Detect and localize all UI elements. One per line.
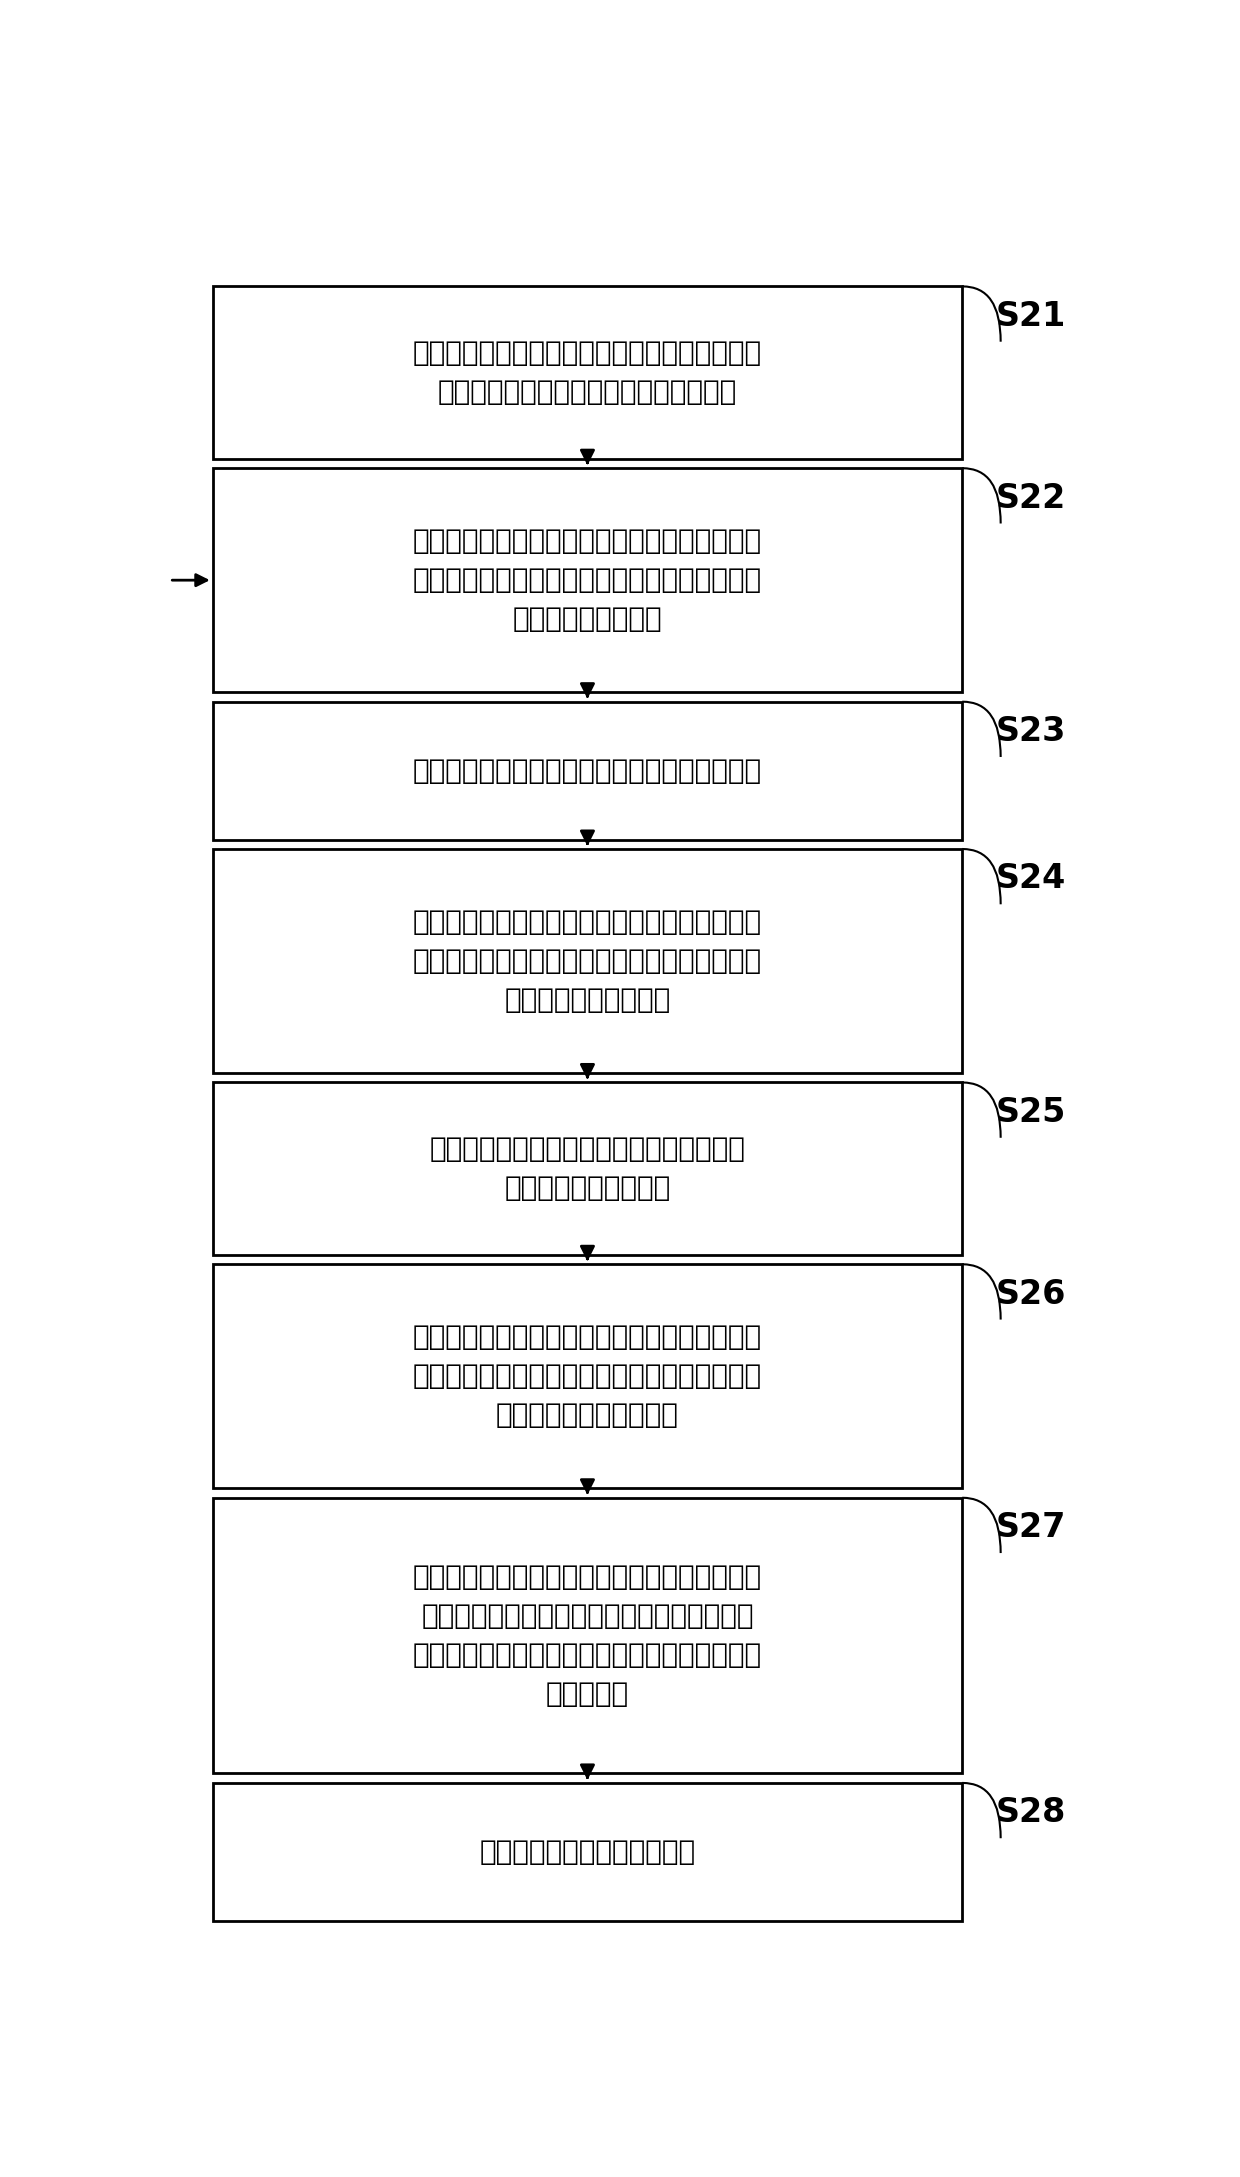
Bar (213, 849, 962, 1073)
Bar (213, 1783, 962, 1920)
Bar (213, 287, 962, 459)
Text: S21: S21 (996, 300, 1066, 333)
Text: 生成输电线老化程度评估报告: 生成输电线老化程度评估报告 (480, 1837, 696, 1866)
Text: 获取输电线的生产系统数据、输电线的历史理化
试验数据、电气试验数据、环境气象数据: 获取输电线的生产系统数据、输电线的历史理化 试验数据、电气试验数据、环境气象数据 (413, 340, 763, 407)
Text: 采集输电线实时的生产系统数据和环境气象数据: 采集输电线实时的生产系统数据和环境气象数据 (413, 758, 763, 784)
Text: S22: S22 (996, 481, 1066, 514)
Bar (213, 1498, 962, 1774)
Text: S26: S26 (996, 1278, 1066, 1311)
Text: 将所述输电线的老化程度与预设值进行比较，如
果所述输电线的老化程度超过所述预设值则报
警；如果所述输电线的老化程度未超过所述预设
值则不报警: 将所述输电线的老化程度与预设值进行比较，如 果所述输电线的老化程度超过所述预设值… (413, 1563, 763, 1709)
Text: S23: S23 (996, 714, 1066, 749)
Text: S25: S25 (996, 1095, 1066, 1130)
Text: 根据采集到的输电线实时的生产系统数据和环境
气象数据，通过输电线老化程度评估模型得到输
电线老化程度初步状况: 根据采集到的输电线实时的生产系统数据和环境 气象数据，通过输电线老化程度评估模型… (413, 908, 763, 1014)
Text: S24: S24 (996, 862, 1066, 895)
Bar (213, 701, 962, 840)
Text: S27: S27 (996, 1511, 1066, 1543)
Bar (213, 1265, 962, 1489)
Text: 根据所述输电线最新的理化试验数据，对所述输
电线老化程度初步状况进行进一步计算，得到输
电线路老化程度具体状况: 根据所述输电线最新的理化试验数据，对所述输 电线老化程度初步状况进行进一步计算，… (413, 1324, 763, 1430)
Text: S28: S28 (996, 1796, 1066, 1829)
Bar (213, 468, 962, 692)
Text: 对所述输电线进行理化检测及电气试验得到
输电线最新的试验数据: 对所述输电线进行理化检测及电气试验得到 输电线最新的试验数据 (429, 1134, 745, 1202)
Text: 根据所述输电线历史的生产系统数据、理化试验
数据、电气试验数据、环境气象数据，建立输电
线老化程度评估模型: 根据所述输电线历史的生产系统数据、理化试验 数据、电气试验数据、环境气象数据，建… (413, 527, 763, 634)
Bar (213, 1082, 962, 1254)
